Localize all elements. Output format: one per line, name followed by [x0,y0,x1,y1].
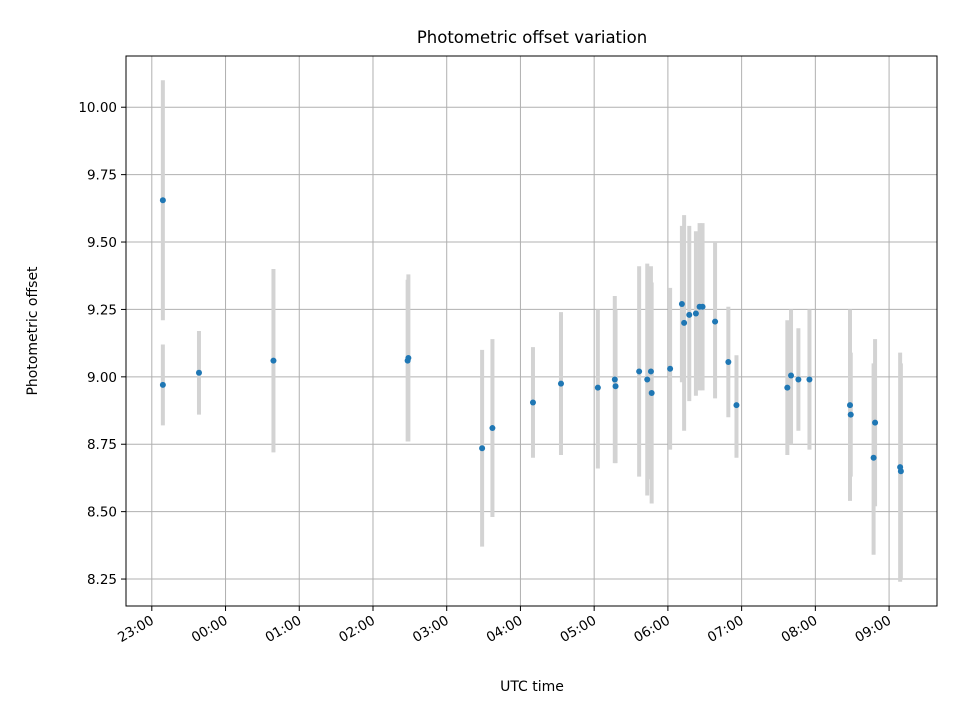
data-point [733,402,740,409]
y-axis-label: Photometric offset [25,266,41,396]
data-point [681,319,688,326]
data-point [270,357,277,364]
data-point [788,372,795,379]
data-point [405,354,412,361]
plot-frame [125,55,938,607]
data-point [686,311,693,318]
data-point [667,365,674,372]
y-tick-label: 8.75 [87,437,117,453]
data-point [612,383,619,390]
data-point [699,303,706,310]
data-point [489,425,496,432]
data-point [611,376,618,383]
data-point [529,399,536,406]
data-point [159,197,166,204]
data-point [678,301,685,308]
y-tick-label: 9.75 [87,168,117,184]
data-point [594,384,601,391]
data-point [195,369,202,376]
y-axis-ticks: 8.25 8.50 8.75 9.00 9.25 9.50 9.75 10.00 [78,100,126,588]
y-tick-label: 9.50 [87,235,117,251]
data-point [636,368,643,375]
data-point [795,376,802,383]
data-point [806,376,813,383]
y-tick-label: 9.00 [87,370,117,386]
y-tick-label: 10.00 [78,100,117,116]
y-tick-label: 8.25 [87,572,117,588]
data-point [872,419,879,426]
data-point [648,390,655,397]
chart-title: Photometric offset variation [417,28,647,47]
data-point [847,402,854,409]
data-point [897,468,904,475]
data-point [847,411,854,418]
y-tick-label: 9.25 [87,302,117,318]
data-point [712,318,719,325]
data-point [784,384,791,391]
data-point [725,359,732,366]
y-tick-label: 8.50 [87,505,117,521]
data-point [557,380,564,387]
x-axis-label: UTC time [500,679,564,695]
data-point [159,381,166,388]
data-point [870,454,877,461]
data-point [644,376,651,383]
point-layer [159,197,904,475]
data-point [647,368,654,375]
data-point [479,445,486,452]
data-point [692,310,699,317]
